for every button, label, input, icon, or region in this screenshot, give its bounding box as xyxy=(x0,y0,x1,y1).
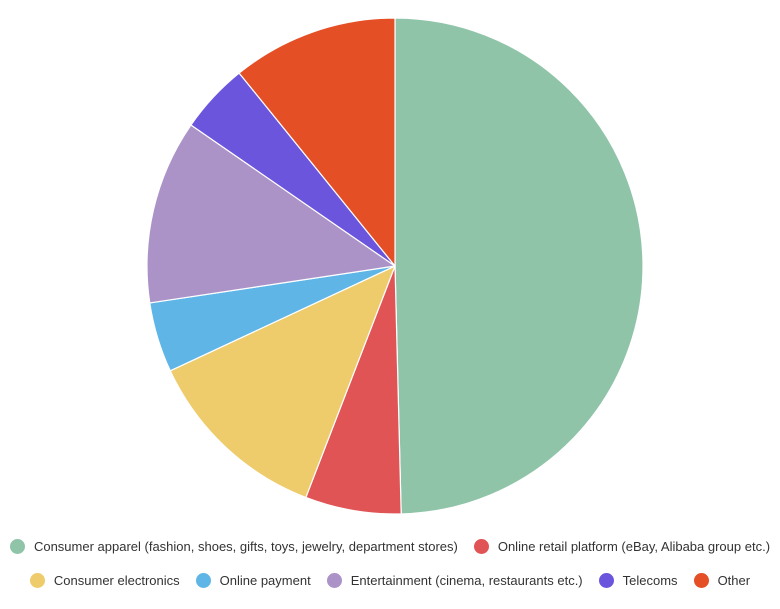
legend-row-1: Consumer apparel (fashion, shoes, gifts,… xyxy=(0,539,780,554)
pie-slice-0[interactable] xyxy=(394,17,644,515)
pie-slice-6[interactable] xyxy=(238,17,396,267)
legend-row-2: Consumer electronics Online payment Ente… xyxy=(0,573,780,588)
legend-label-online-payment: Online payment xyxy=(219,573,311,588)
legend-label-other: Other xyxy=(717,573,751,588)
legend-item-online-retail-platform[interactable]: Online retail platform (eBay, Alibaba gr… xyxy=(473,539,771,554)
legend-label-consumer-electronics: Consumer electronics xyxy=(53,573,180,588)
pie-chart xyxy=(146,17,644,515)
legend-label-consumer-apparel: Consumer apparel (fashion, shoes, gifts,… xyxy=(33,539,458,554)
legend-item-consumer-apparel[interactable]: Consumer apparel (fashion, shoes, gifts,… xyxy=(9,539,458,554)
legend-marker-other xyxy=(693,573,709,588)
legend-item-entertainment[interactable]: Entertainment (cinema, restaurants etc.) xyxy=(326,573,583,588)
legend-label-online-retail-platform: Online retail platform (eBay, Alibaba gr… xyxy=(497,539,771,554)
pie-slice-2[interactable] xyxy=(169,265,396,499)
legend-marker-online-payment xyxy=(195,573,211,588)
legend-item-other[interactable]: Other xyxy=(693,573,751,588)
legend-marker-telecoms xyxy=(598,573,614,588)
legend-item-online-payment[interactable]: Online payment xyxy=(195,573,311,588)
legend-item-telecoms[interactable]: Telecoms xyxy=(598,573,678,588)
legend-label-telecoms: Telecoms xyxy=(622,573,678,588)
legend-item-consumer-electronics[interactable]: Consumer electronics xyxy=(29,573,180,588)
legend-marker-entertainment xyxy=(326,573,342,588)
legend-marker-consumer-electronics xyxy=(29,573,45,588)
legend-marker-online-retail-platform xyxy=(473,539,489,554)
legend-label-entertainment: Entertainment (cinema, restaurants etc.) xyxy=(350,573,583,588)
pie-slice-4[interactable] xyxy=(146,124,396,304)
legend-marker-consumer-apparel xyxy=(9,539,25,554)
